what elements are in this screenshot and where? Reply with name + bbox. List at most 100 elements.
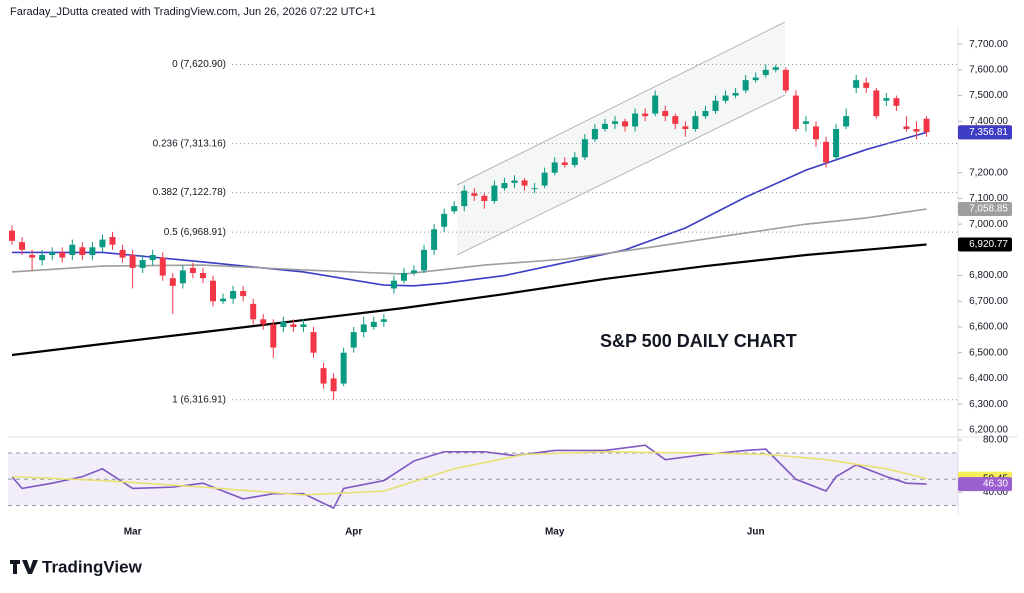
candle-body — [551, 162, 558, 173]
logo-icon — [10, 560, 38, 574]
x-tick-label: Apr — [345, 527, 362, 538]
candle-body — [652, 95, 659, 114]
candle-body — [873, 90, 880, 117]
line-series — [11, 444, 927, 510]
candle-body — [913, 129, 920, 132]
candle-body — [350, 332, 357, 348]
y-tick-label: 7,200.00 — [969, 167, 1008, 178]
candle-body — [400, 273, 407, 281]
candle-body — [521, 180, 528, 186]
candle-body — [732, 93, 739, 96]
candle-body — [149, 255, 156, 261]
fib-label: 0 (7,620.90) — [172, 59, 226, 70]
candle-body — [260, 319, 267, 325]
candle-body — [109, 237, 116, 245]
chart-title: S&P 500 DAILY CHART — [600, 331, 797, 351]
candle-body — [682, 126, 689, 129]
candle-body — [672, 116, 679, 124]
candle-body — [802, 121, 809, 124]
candle-body — [531, 188, 538, 190]
candle-body — [129, 255, 136, 268]
candle-body — [742, 80, 749, 91]
y-tick-label: 7,100.00 — [969, 193, 1008, 204]
candle-body — [290, 324, 297, 327]
candle-body — [421, 249, 428, 271]
candle-body — [823, 141, 830, 163]
y-tick-label: 7,000.00 — [969, 219, 1008, 230]
candle-body — [471, 193, 478, 196]
price-badge — [958, 237, 1012, 252]
candle-body — [411, 270, 417, 273]
candle-body — [581, 139, 588, 158]
fib-label: 0.5 (6,968.91) — [164, 227, 226, 238]
candle-body — [69, 244, 76, 255]
candle-body — [893, 98, 900, 106]
price-badge-label: 7,058.85 — [969, 204, 1008, 215]
x-tick-label: Mar — [124, 527, 142, 538]
candle-body — [310, 332, 317, 353]
candle-body — [782, 69, 789, 91]
candle-body — [843, 116, 850, 127]
y-tick-label: 80.00 — [983, 435, 1008, 446]
price-badge — [958, 125, 1012, 140]
candle-body — [772, 67, 779, 70]
footer-text: TradingView — [42, 557, 143, 576]
line-series — [12, 131, 927, 287]
candle-body — [813, 126, 819, 140]
candle-body — [612, 121, 618, 124]
candle-body — [662, 111, 669, 117]
candle-body — [712, 100, 719, 111]
candle-body — [99, 239, 106, 248]
candle-body — [561, 162, 568, 165]
candle-body — [19, 242, 26, 250]
y-tick-label: 6,300.00 — [969, 399, 1008, 410]
candle-body — [39, 255, 46, 261]
candle-body — [491, 185, 498, 201]
candle-body — [692, 116, 699, 129]
channel-line — [456, 21, 786, 186]
fib-label: 1 (6,316.91) — [172, 394, 226, 405]
price-badge-label: 6,920.77 — [969, 239, 1008, 250]
candle-body — [511, 180, 518, 183]
candle-body — [29, 255, 36, 258]
candle-body — [883, 98, 890, 101]
candle-body — [300, 324, 307, 327]
candle-body — [199, 273, 206, 279]
candle-body — [591, 129, 598, 140]
y-tick-label: 6,500.00 — [969, 347, 1008, 358]
candle-body — [370, 321, 377, 327]
y-tick-label: 6,600.00 — [969, 322, 1008, 333]
candle-body — [119, 249, 126, 258]
candle-body — [360, 324, 367, 333]
candle-body — [501, 183, 508, 189]
candle-body — [601, 123, 608, 129]
y-tick-label: 7,500.00 — [969, 90, 1008, 101]
candle-body — [210, 280, 216, 302]
candle-body — [79, 247, 86, 255]
candle-body — [792, 95, 799, 129]
y-tick-label: 40.00 — [983, 487, 1008, 498]
candle-body — [340, 352, 347, 384]
candle-body — [159, 257, 166, 276]
candle-body — [461, 190, 468, 207]
candle-body — [853, 80, 860, 88]
y-tick-label: 6,200.00 — [969, 424, 1008, 435]
candle-body — [390, 280, 397, 289]
y-tick-label: 7,700.00 — [969, 39, 1008, 50]
candle-body — [320, 368, 327, 384]
candle-body — [752, 77, 759, 81]
candle-body — [431, 229, 438, 250]
y-tick-label: 6,400.00 — [969, 373, 1008, 384]
header-text: Faraday_JDutta created with TradingView.… — [10, 6, 376, 18]
candle-body — [833, 129, 840, 158]
line-series — [11, 208, 927, 275]
candle-body — [380, 319, 387, 322]
candle-body — [330, 378, 337, 392]
y-tick-label: 7,400.00 — [969, 116, 1008, 127]
candle-body — [722, 95, 729, 101]
line-series — [11, 243, 927, 357]
y-tick-label: 7,600.00 — [969, 64, 1008, 75]
candle-body — [220, 298, 227, 302]
candle-body — [622, 121, 629, 127]
